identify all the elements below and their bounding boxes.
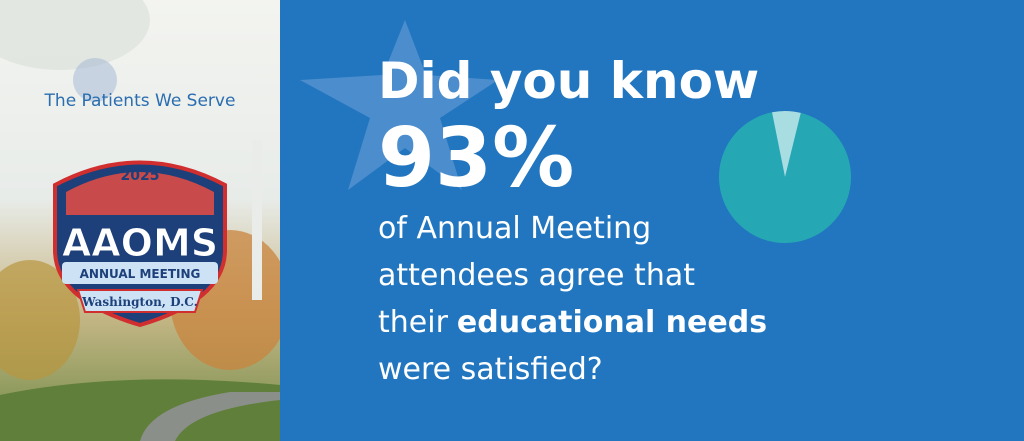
body-line: of Annual Meeting — [378, 211, 651, 246]
people-icon — [73, 58, 117, 102]
logo-flag — [66, 172, 214, 215]
star — [300, 20, 498, 190]
lawn — [0, 379, 280, 441]
logo-year: 2025 — [121, 168, 160, 184]
monument — [252, 140, 262, 300]
pie-chart — [719, 111, 851, 244]
tagline: The Patients We Serve — [44, 91, 236, 111]
path — [140, 392, 280, 441]
pie-slice — [719, 112, 851, 244]
logo-event: ANNUAL MEETING — [80, 267, 201, 281]
tree-shade — [0, 0, 150, 70]
body-line: their educational needs — [378, 305, 767, 340]
logo-ribbon — [76, 289, 204, 313]
logo-band — [62, 262, 218, 284]
autumn-tree — [0, 260, 80, 380]
body-text-segment: their — [378, 305, 449, 340]
body-line: attendees agree that — [378, 258, 695, 293]
body-text-segment: were satisfied? — [378, 352, 603, 387]
headline: Did you know — [378, 52, 759, 110]
logo-location: Washington, D.C. — [81, 295, 198, 309]
body-line: were satisfied? — [378, 352, 603, 387]
stat-label: 93% — [378, 111, 574, 206]
body-text-segment: of Annual Meeting — [378, 211, 651, 246]
pie-slice — [772, 111, 801, 177]
body-emphasis: educational needs — [457, 305, 767, 340]
logo-name: AAOMS — [62, 221, 218, 265]
body-text-segment: attendees agree that — [378, 258, 695, 293]
body-text: of Annual Meeting attendees agree that the… — [378, 211, 767, 387]
